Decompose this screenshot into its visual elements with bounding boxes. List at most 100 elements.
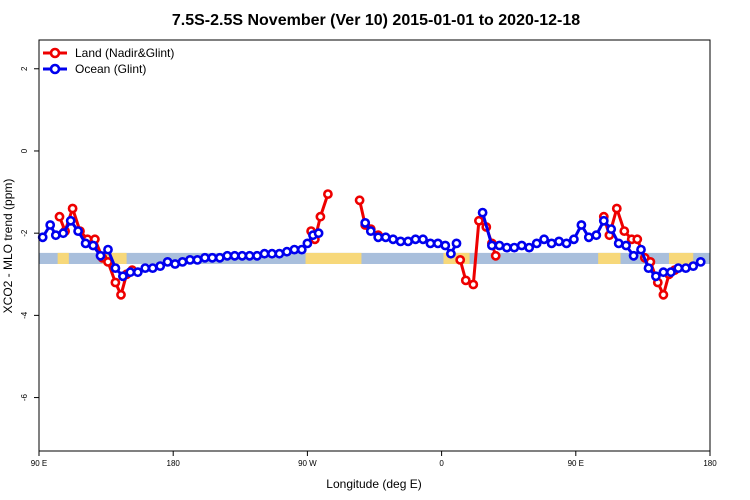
reference-band (39, 252, 710, 264)
data-point (583, 232, 594, 243)
land-band-span (102, 252, 127, 264)
ocean-band (39, 252, 710, 264)
data-point (281, 246, 292, 257)
data-point (658, 267, 669, 278)
data-point (58, 228, 69, 239)
legend-marker (49, 47, 61, 59)
data-point (177, 256, 188, 267)
data-point (110, 277, 121, 288)
data-point (473, 215, 484, 226)
data-point (395, 236, 406, 247)
y-tick-label: -2 (20, 229, 29, 237)
data-point (140, 263, 151, 273)
legend-marker (49, 63, 61, 75)
data-point (50, 230, 61, 241)
data-point (125, 267, 136, 278)
x-tick-label: 180 (703, 459, 717, 468)
data-point (455, 254, 466, 265)
data-point (619, 226, 630, 236)
y-axis-label: XCO2 - MLO trend (ppm) (1, 179, 15, 314)
y-tick-label: 2 (20, 66, 29, 71)
data-point (132, 267, 143, 278)
data-point (88, 240, 98, 251)
data-point (636, 244, 646, 255)
data-point (695, 256, 706, 267)
data-point (598, 215, 609, 226)
data-point (73, 226, 83, 236)
data-point (524, 242, 535, 253)
data-point (80, 238, 91, 249)
data-point (445, 248, 456, 259)
data-point (680, 263, 691, 273)
data-point (214, 252, 225, 263)
data-point (554, 236, 564, 247)
data-point (569, 234, 579, 245)
legend-label: Ocean (Glint) (75, 62, 146, 76)
data-point (628, 250, 639, 261)
data-point (67, 203, 78, 214)
data-point (440, 240, 451, 251)
data-point (490, 250, 501, 261)
x-tick-label: 90 E (31, 459, 47, 468)
data-point (418, 234, 428, 245)
data-point (531, 238, 542, 249)
series-line (458, 219, 498, 286)
data-point (155, 261, 166, 271)
land-band-span (668, 252, 694, 264)
legend-label: Land (Nadir&Glint) (75, 46, 174, 60)
x-tick-label: 90 W (298, 459, 317, 468)
data-point (365, 226, 376, 236)
data-point (539, 234, 549, 245)
data-point (37, 232, 48, 243)
data-point (45, 220, 56, 230)
data-point (666, 267, 676, 278)
data-point (621, 240, 631, 251)
data-point (244, 250, 255, 261)
data-point (54, 211, 65, 222)
series-layer (37, 189, 706, 300)
x-axis-ticks: 90 E 180 90 W 0 90 E 180 (31, 451, 717, 468)
data-point (658, 289, 669, 300)
data-point (315, 211, 326, 222)
data-point (388, 234, 398, 245)
data-point (65, 215, 76, 226)
data-point (322, 189, 333, 199)
data-point (673, 263, 684, 273)
x-tick-label: 180 (167, 459, 181, 468)
land-band-span (598, 252, 621, 264)
plot-frame (38, 39, 711, 452)
data-point (380, 232, 391, 243)
data-point (561, 238, 572, 249)
data-point (651, 271, 661, 282)
data-point (207, 252, 218, 263)
data-point (103, 244, 113, 255)
data-point (147, 263, 158, 273)
x-tick-label: 0 (439, 459, 444, 468)
data-point (486, 240, 497, 251)
y-tick-label: -4 (20, 311, 29, 319)
land-band-span (305, 252, 362, 264)
data-point (516, 240, 527, 251)
data-point (192, 254, 203, 265)
data-point (451, 238, 462, 249)
data-point (501, 242, 512, 253)
data-point (274, 248, 285, 259)
y-tick-label: 0 (20, 148, 29, 153)
data-point (296, 244, 307, 255)
data-point (632, 234, 643, 245)
data-point (95, 250, 106, 261)
land-band-span (57, 252, 69, 264)
data-point (643, 263, 654, 273)
data-point (688, 261, 699, 271)
data-point (354, 195, 365, 206)
data-point (162, 256, 173, 267)
series-land (54, 189, 680, 300)
y-axis-ticks: 2 0 -2 -4 -6 (20, 66, 39, 401)
data-point (606, 224, 617, 234)
data-point (313, 228, 324, 239)
data-point (546, 238, 557, 249)
data-point (118, 271, 128, 282)
data-point (373, 232, 384, 243)
data-point (591, 230, 602, 241)
